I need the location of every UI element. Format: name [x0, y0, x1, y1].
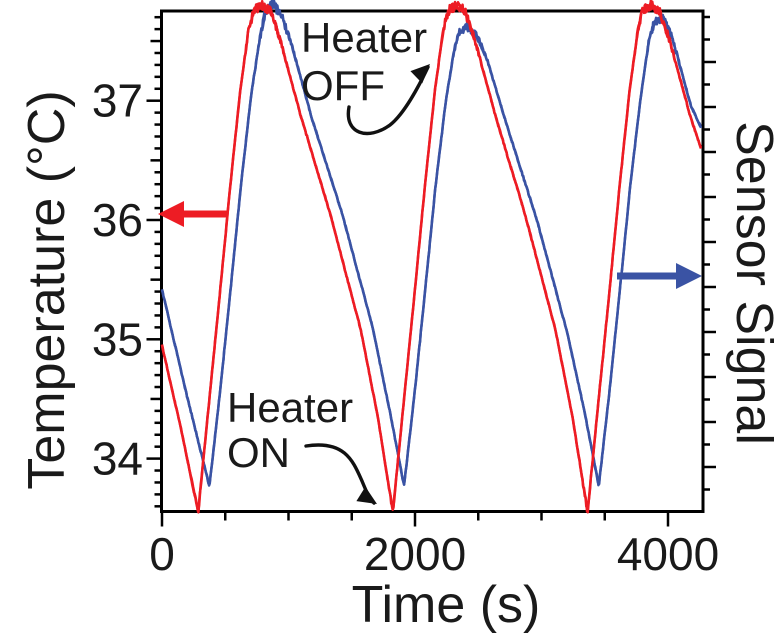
x-tick-label: 0: [149, 528, 175, 580]
plot-frame: [160, 9, 705, 513]
y-axis-title-left: Temperature (°C): [18, 90, 76, 489]
annotations-layer: [158, 64, 702, 505]
y-tick-label: 34: [92, 433, 143, 485]
heater-off-arrowhead: [410, 64, 430, 84]
y-tick-label: 35: [92, 313, 143, 365]
sensor-signal-curve: [160, 0, 702, 487]
axes-layer: 34 35 36 37 0 2000 4000: [92, 9, 719, 580]
temperature-curve: [160, 0, 703, 514]
y-tick-label: 37: [92, 75, 143, 127]
x-tick-label: 4000: [617, 528, 719, 580]
x-axis-title: Time (s): [352, 576, 541, 634]
y-axis-title-right: Sensor Signal: [725, 121, 774, 445]
series-layer: [160, 0, 703, 514]
y-tick-label: 36: [92, 194, 143, 246]
heater-on-label-line2: ON: [227, 429, 290, 476]
x-tick-label: 2000: [364, 528, 466, 580]
heater-on-label-line1: Heater: [227, 384, 353, 431]
heater-on-arrowhead: [356, 486, 377, 504]
heater-off-arrow: [346, 65, 430, 136]
sensor-axis-arrow-head: [676, 263, 702, 289]
temperature-axis-arrow-head: [158, 201, 184, 227]
heater-off-label-line2: OFF: [301, 62, 385, 109]
heater-off-label-line1: Heater: [301, 14, 427, 61]
